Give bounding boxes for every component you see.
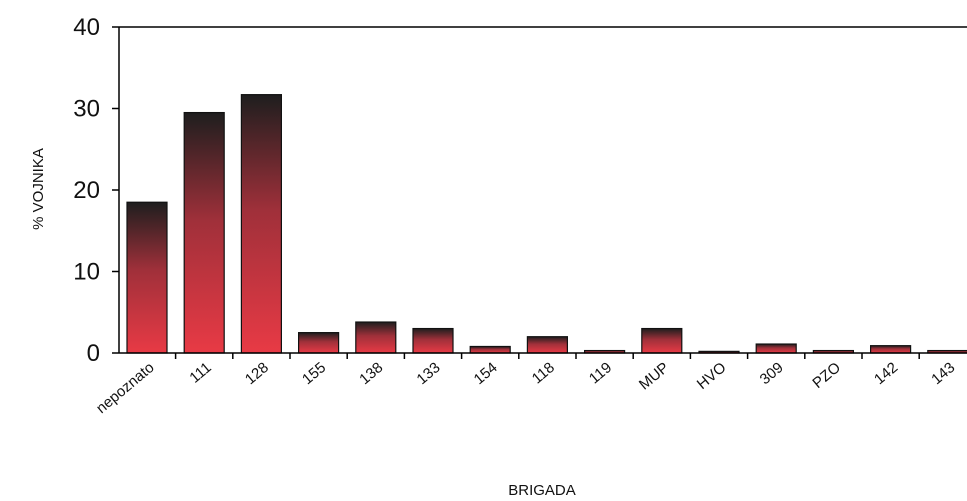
x-axis-title: BRIGADA xyxy=(508,482,576,499)
y-tick-label: 40 xyxy=(73,14,100,41)
x-tick-label: 309 xyxy=(757,359,787,388)
bar-155 xyxy=(298,332,340,354)
x-tick-label: 128 xyxy=(242,359,272,388)
y-tick-label: 0 xyxy=(87,340,100,367)
x-tick-label: 142 xyxy=(871,359,901,388)
x-tick-label: MUP xyxy=(636,359,672,393)
bar-nepoznato xyxy=(126,201,168,354)
x-tick-label: 138 xyxy=(356,359,386,388)
x-tick-label: 143 xyxy=(928,359,958,388)
bar-133 xyxy=(412,327,454,354)
x-tick-label: 119 xyxy=(586,359,615,387)
y-tick-label: 10 xyxy=(73,259,100,286)
bar-111 xyxy=(183,111,225,354)
x-tick-label: 154 xyxy=(471,359,501,388)
bar-142 xyxy=(869,345,912,354)
x-tick-label: 118 xyxy=(529,359,558,387)
x-labels-group: nepoznato 111 128 155 138 133 154 118 119 MUP HVO 3… xyxy=(93,353,958,417)
y-axis-title: % VOJNIKA xyxy=(30,148,47,230)
bar-138 xyxy=(355,321,397,354)
y-ticks-group: 0 10 20 30 40 xyxy=(73,14,119,367)
x-tick-label: 155 xyxy=(299,359,329,388)
x-tick-label: nepoznato xyxy=(93,359,158,417)
bar-154 xyxy=(469,345,511,354)
y-tick-label: 20 xyxy=(73,177,100,204)
x-tick-label: 111 xyxy=(186,359,214,387)
x-tick-label: 133 xyxy=(413,359,443,388)
y-tick-label: 30 xyxy=(73,96,100,123)
bar-128 xyxy=(240,94,282,354)
x-tick-label: HVO xyxy=(694,359,730,393)
bar-309 xyxy=(755,343,797,354)
bar-118 xyxy=(526,336,569,354)
bars-group xyxy=(126,94,967,354)
bar-MUP xyxy=(641,327,683,354)
x-tick-label: PZO xyxy=(809,359,844,392)
